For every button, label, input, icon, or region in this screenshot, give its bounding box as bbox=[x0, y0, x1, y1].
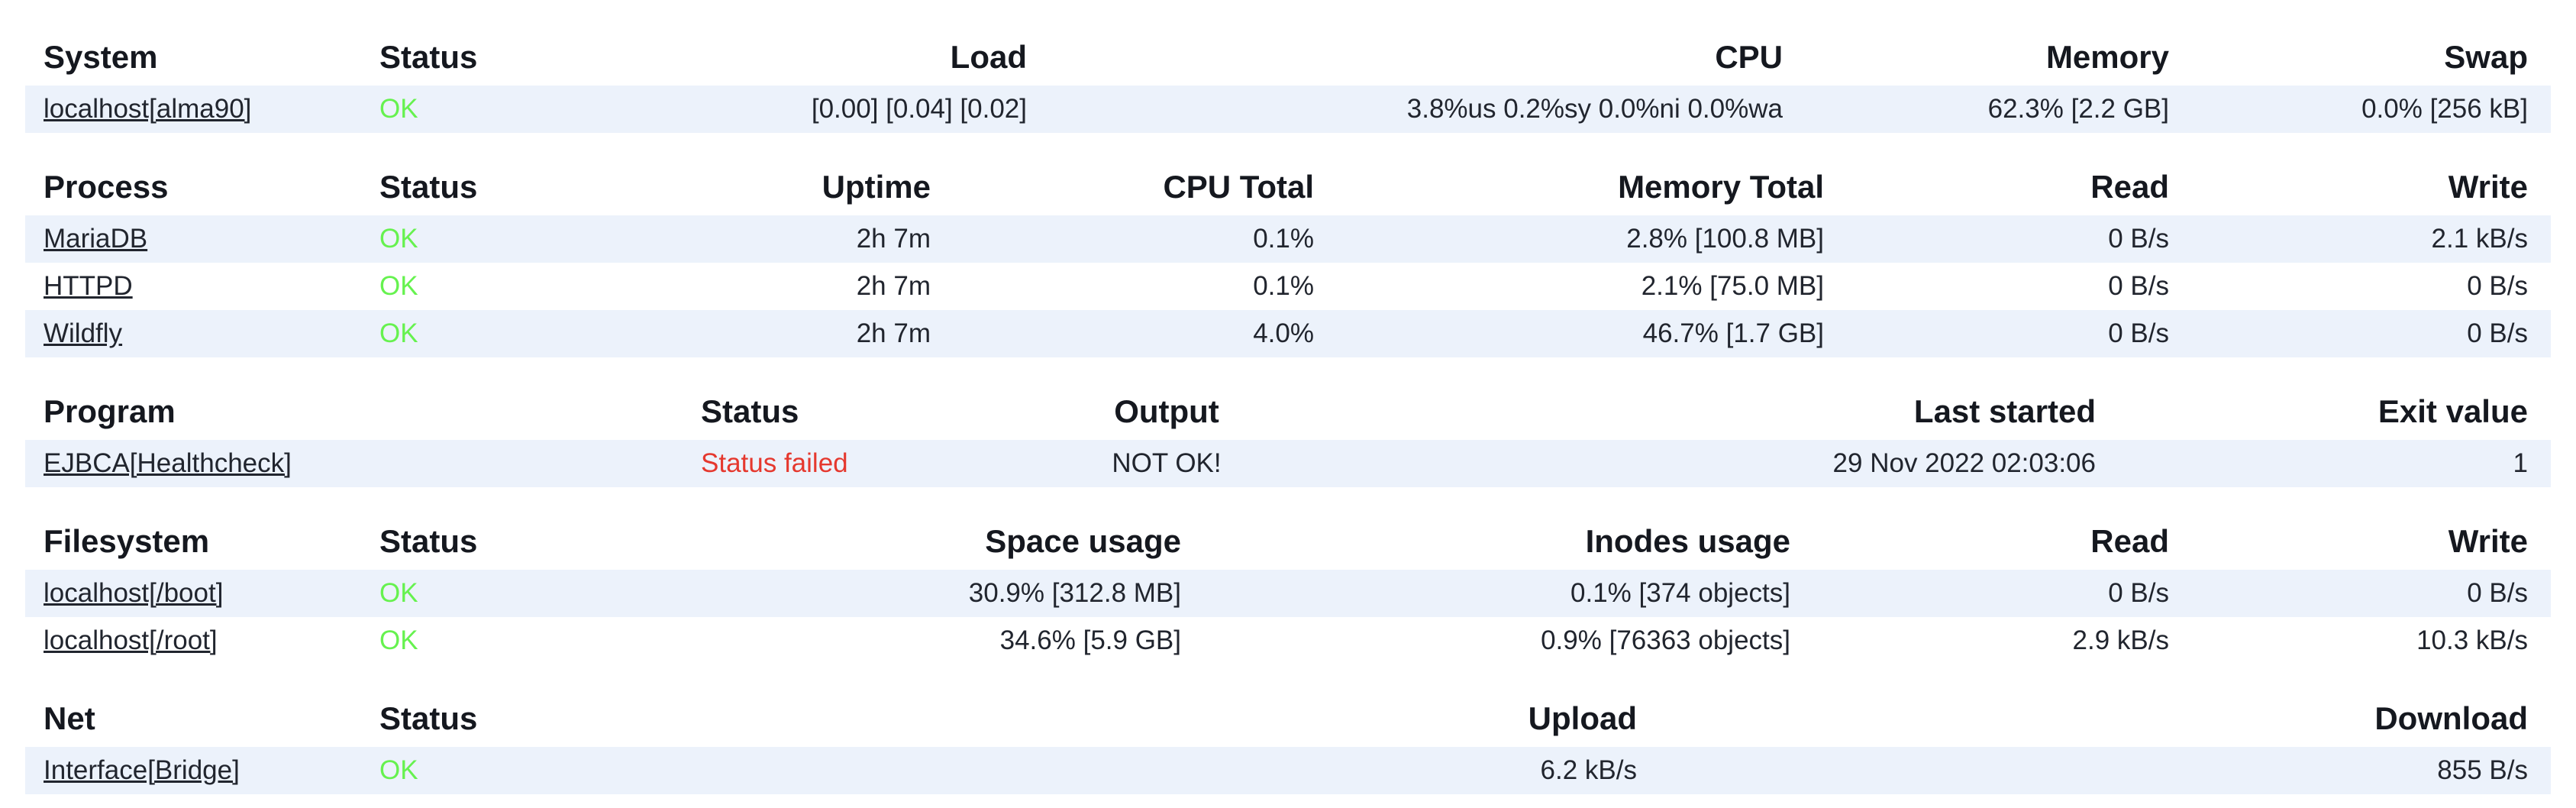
system-table: System Status Load CPU Memory Swap local… bbox=[25, 3, 2551, 133]
table-row: Wildfly OK 2h 7m 4.0% 46.7% [1.7 GB] 0 B… bbox=[25, 310, 2551, 357]
column-header-cpu-total: CPU Total bbox=[1163, 169, 1314, 205]
status-value: OK bbox=[379, 271, 418, 301]
uptime-value: 2h 7m bbox=[856, 271, 931, 301]
read-value: 2.9 kB/s bbox=[2072, 625, 2169, 655]
table-row: localhost[/boot] OK 30.9% [312.8 MB] 0.1… bbox=[25, 570, 2551, 617]
inodes-usage-value: 0.1% [374 objects] bbox=[1204, 570, 1813, 617]
swap-value: 0.0% [256 kB] bbox=[2192, 86, 2551, 133]
status-value: OK bbox=[361, 86, 670, 133]
status-value: OK bbox=[361, 570, 670, 617]
column-header-read: Read bbox=[2090, 169, 2169, 205]
table-row: HTTPD OK 2h 7m 0.1% 2.1% [75.0 MB] 0 B/s… bbox=[25, 263, 2551, 310]
column-header-status: Status bbox=[701, 393, 799, 429]
inodes-usage-value: 0.9% [76363 objects] bbox=[1541, 625, 1790, 655]
column-header-uptime: Uptime bbox=[822, 169, 931, 205]
upload-value: 6.2 kB/s bbox=[670, 747, 1660, 794]
exit-value: 1 bbox=[2119, 440, 2551, 487]
write-value: 0 B/s bbox=[2192, 570, 2551, 617]
memory-total-value: 2.8% [100.8 MB] bbox=[1337, 215, 1847, 263]
table-row: MariaDB OK 2h 7m 0.1% 2.8% [100.8 MB] 0 … bbox=[25, 215, 2551, 263]
column-header-cpu: CPU bbox=[1715, 39, 1783, 75]
memory-value: 62.3% [2.2 GB] bbox=[1806, 86, 2192, 133]
filesystem-table: Filesystem Status Space usage Inodes usa… bbox=[25, 487, 2551, 664]
cpu-total-value: 0.1% bbox=[1253, 271, 1314, 301]
table-row: localhost[alma90] OK [0.00] [0.04] [0.02… bbox=[25, 86, 2551, 133]
status-value: OK bbox=[361, 215, 670, 263]
read-value: 0 B/s bbox=[1847, 215, 2192, 263]
column-header-output: Output bbox=[1114, 393, 1219, 429]
column-header-status: Status bbox=[379, 169, 478, 205]
output-value: NOT OK! bbox=[1054, 440, 1280, 487]
service-link-httpd[interactable]: HTTPD bbox=[44, 271, 133, 301]
column-header-program: Program bbox=[44, 393, 176, 429]
table-row: EJBCA[Healthcheck] Status failed NOT OK!… bbox=[25, 440, 2551, 487]
column-header-memory: Memory bbox=[2045, 39, 2169, 75]
column-header-process: Process bbox=[44, 169, 169, 205]
status-value: Status failed bbox=[683, 440, 1054, 487]
last-started-value: 29 Nov 2022 02:03:06 bbox=[1280, 440, 2119, 487]
read-value: 0 B/s bbox=[2108, 271, 2169, 301]
cpu-total-value: 4.0% bbox=[954, 310, 1337, 357]
service-link-ejbca-healthcheck[interactable]: EJBCA[Healthcheck] bbox=[44, 448, 292, 478]
status-value: OK bbox=[379, 625, 418, 655]
service-link-mariadb[interactable]: MariaDB bbox=[44, 224, 148, 254]
column-header-read: Read bbox=[2090, 523, 2169, 559]
filesystem-header-row: Filesystem Status Space usage Inodes usa… bbox=[25, 487, 2551, 570]
column-header-inodes-usage: Inodes usage bbox=[1585, 523, 1790, 559]
read-value: 0 B/s bbox=[1813, 570, 2192, 617]
download-value: 855 B/s bbox=[1660, 747, 2551, 794]
cpu-total-value: 0.1% bbox=[954, 215, 1337, 263]
table-row: localhost[/root] OK 34.6% [5.9 GB] 0.9% … bbox=[25, 617, 2551, 664]
column-header-write: Write bbox=[2448, 523, 2528, 559]
column-header-net: Net bbox=[44, 700, 95, 736]
space-usage-value: 34.6% [5.9 GB] bbox=[999, 625, 1181, 655]
column-header-status: Status bbox=[379, 700, 478, 736]
status-value: OK bbox=[361, 310, 670, 357]
column-header-system: System bbox=[44, 39, 158, 75]
memory-total-value: 46.7% [1.7 GB] bbox=[1337, 310, 1847, 357]
load-value: [0.00] [0.04] [0.02] bbox=[670, 86, 1050, 133]
write-value: 0 B/s bbox=[2192, 310, 2551, 357]
service-link-interface-bridge[interactable]: Interface[Bridge] bbox=[44, 755, 240, 785]
column-header-memory-total: Memory Total bbox=[1618, 169, 1824, 205]
column-header-filesystem: Filesystem bbox=[44, 523, 210, 559]
column-header-load: Load bbox=[950, 39, 1027, 75]
net-table: Net Status Upload Download Interface[Bri… bbox=[25, 664, 2551, 794]
column-header-upload: Upload bbox=[1528, 700, 1637, 736]
column-header-last-started: Last started bbox=[1913, 393, 2096, 429]
program-table: Program Status Output Last started Exit … bbox=[25, 357, 2551, 487]
net-header-row: Net Status Upload Download bbox=[25, 664, 2551, 747]
process-header-row: Process Status Uptime CPU Total Memory T… bbox=[25, 133, 2551, 215]
cpu-value: 3.8%us 0.2%sy 0.0%ni 0.0%wa bbox=[1050, 86, 1806, 133]
system-header-row: System Status Load CPU Memory Swap bbox=[25, 3, 2551, 86]
column-header-write: Write bbox=[2448, 169, 2528, 205]
write-value: 0 B/s bbox=[2467, 271, 2528, 301]
write-value: 2.1 kB/s bbox=[2192, 215, 2551, 263]
column-header-status: Status bbox=[379, 523, 478, 559]
read-value: 0 B/s bbox=[1847, 310, 2192, 357]
column-header-space-usage: Space usage bbox=[985, 523, 1181, 559]
write-value: 10.3 kB/s bbox=[2416, 625, 2528, 655]
uptime-value: 2h 7m bbox=[670, 215, 954, 263]
uptime-value: 2h 7m bbox=[670, 310, 954, 357]
service-link-localhost-alma90[interactable]: localhost[alma90] bbox=[44, 94, 252, 124]
status-value: OK bbox=[361, 747, 670, 794]
service-link-localhost-boot[interactable]: localhost[/boot] bbox=[44, 578, 224, 608]
column-header-status: Status bbox=[379, 39, 478, 75]
program-header-row: Program Status Output Last started Exit … bbox=[25, 357, 2551, 440]
service-link-wildfly[interactable]: Wildfly bbox=[44, 318, 123, 348]
table-row: Interface[Bridge] OK 6.2 kB/s 855 B/s bbox=[25, 747, 2551, 794]
memory-total-value: 2.1% [75.0 MB] bbox=[1641, 271, 1824, 301]
column-header-download: Download bbox=[2374, 700, 2528, 736]
space-usage-value: 30.9% [312.8 MB] bbox=[670, 570, 1204, 617]
column-header-exit-value: Exit value bbox=[2377, 393, 2528, 429]
column-header-swap: Swap bbox=[2444, 39, 2528, 75]
service-link-localhost-root[interactable]: localhost[/root] bbox=[44, 625, 218, 655]
process-table: Process Status Uptime CPU Total Memory T… bbox=[25, 133, 2551, 357]
